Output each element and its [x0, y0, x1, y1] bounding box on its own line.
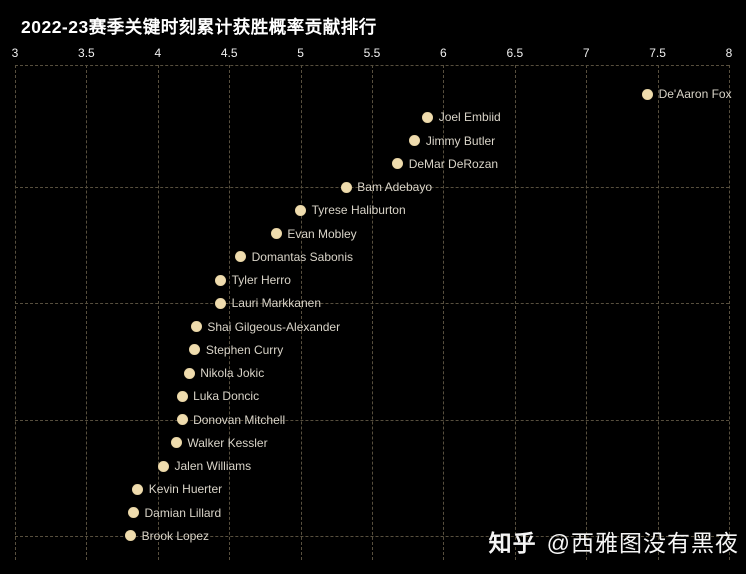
vertical-gridline: [657, 65, 659, 560]
point-label: Domantas Sabonis: [251, 249, 353, 264]
vertical-gridline: [443, 65, 445, 560]
vertical-gridline: [157, 65, 159, 560]
data-point: [170, 437, 182, 449]
data-point: [132, 483, 144, 495]
x-tick-label: 3: [11, 46, 19, 60]
point-label: DeMar DeRozan: [408, 156, 499, 171]
data-point: [215, 274, 227, 286]
vertical-gridline: [86, 65, 88, 560]
horizontal-gridline: [15, 187, 729, 188]
x-tick-label: 7: [582, 46, 590, 60]
data-point: [422, 111, 434, 123]
point-label: Shai Gilgeous-Alexander: [207, 319, 341, 334]
x-tick-label: 3.5: [78, 46, 95, 60]
vertical-gridline: [372, 65, 373, 560]
x-tick-label: 7.5: [649, 46, 666, 60]
point-label: De'Aaron Fox: [658, 87, 732, 101]
data-point: [183, 367, 195, 379]
point-label: Brook Lopez: [141, 528, 210, 543]
chart-title: 2022-23赛季关键时刻累计获胜概率贡献排行: [21, 17, 377, 37]
horizontal-gridline: [15, 65, 729, 66]
vertical-gridline: [586, 65, 588, 560]
data-point: [176, 390, 188, 402]
data-point: [190, 321, 202, 332]
data-point: [392, 158, 404, 170]
data-point: [270, 228, 282, 239]
horizontal-gridline: [15, 303, 729, 304]
data-point: [158, 460, 169, 472]
data-point: [125, 530, 137, 542]
point-label: Luka Doncic: [193, 389, 260, 404]
data-point: [409, 135, 421, 146]
point-label: Evan Mobley: [287, 226, 357, 241]
x-tick-label: 6: [440, 46, 447, 60]
point-label: Tyler Herro: [231, 273, 291, 287]
data-point: [128, 507, 140, 518]
data-point: [235, 251, 247, 263]
point-label: Jalen Williams: [174, 459, 252, 473]
vertical-gridline: [514, 65, 516, 560]
x-tick-label: 5: [297, 46, 304, 60]
horizontal-gridline: [15, 420, 729, 421]
data-point: [189, 344, 201, 356]
point-label: Lauri Markkanen: [231, 296, 322, 311]
vertical-gridline: [300, 65, 302, 560]
watermark-account: @西雅图没有黑夜: [546, 530, 739, 556]
watermark-brand: 知乎: [488, 530, 537, 556]
point-label: Joel Embiid: [438, 110, 501, 125]
x-tick-label: 4.5: [220, 46, 238, 60]
vertical-gridline: [229, 65, 231, 560]
point-label: Nikola Jokic: [200, 366, 265, 380]
horizontal-gridline: [15, 536, 729, 537]
point-label: Damian Lillard: [144, 505, 222, 520]
point-label: Tyrese Haliburton: [311, 203, 406, 218]
data-point: [215, 297, 227, 309]
point-label: Jimmy Butler: [425, 133, 496, 148]
point-label: Donovan Mitchell: [193, 412, 286, 427]
vertical-gridline: [15, 65, 16, 560]
x-tick-label: 6.5: [506, 46, 524, 60]
x-tick-label: 8: [725, 46, 733, 60]
point-label: Bam Adebayo: [357, 180, 432, 194]
x-tick-label: 5.5: [363, 46, 381, 60]
data-point: [340, 181, 352, 193]
point-label: Walker Kessler: [187, 435, 268, 450]
vertical-gridline: [729, 65, 730, 560]
point-label: Stephen Curry: [205, 342, 284, 357]
watermark: 知乎 @西雅图没有黑夜: [489, 524, 739, 558]
data-point: [176, 414, 188, 425]
data-point: [295, 204, 307, 216]
point-label: Kevin Huerter: [148, 482, 223, 497]
x-tick-label: 4: [154, 46, 162, 60]
data-point: [642, 88, 654, 100]
